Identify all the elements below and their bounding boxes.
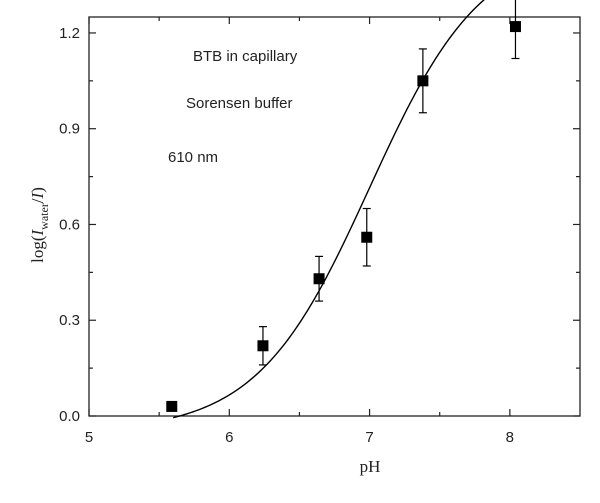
y-tick-label: 1.2: [59, 25, 80, 42]
data-points: [166, 0, 521, 412]
data-point: [361, 231, 373, 243]
annotation-wavelength: 610 nm: [168, 149, 218, 166]
axis-ticks: [88, 17, 580, 417]
y-axis-title-i: I: [28, 229, 47, 237]
y-tick-label: 0.9: [59, 121, 80, 138]
y-axis-title-prefix: log(: [28, 235, 47, 263]
x-axis-title: pH: [360, 457, 381, 476]
data-point: [313, 273, 325, 285]
tick-labels: 5 6 7 8 0.0 0.3 0.6 0.9 1.2: [59, 25, 514, 446]
data-point: [417, 75, 429, 87]
fit-curve: [172, 0, 485, 419]
x-tick-label: 5: [85, 429, 93, 446]
plot-frame: [88, 16, 581, 417]
y-tick-label: 0.0: [59, 408, 80, 425]
x-tick-label: 6: [225, 429, 233, 446]
annotation-buffer: Sorensen buffer: [186, 95, 292, 112]
x-tick-label: 8: [506, 429, 514, 446]
data-point: [166, 400, 178, 412]
y-axis-title-close: ): [28, 187, 47, 193]
data-point: [257, 340, 269, 352]
y-axis-title-i2: I: [28, 191, 47, 199]
y-axis-title-subscript: water: [37, 203, 51, 230]
y-tick-label: 0.3: [59, 312, 80, 329]
data-point: [509, 21, 521, 33]
x-tick-label: 7: [365, 429, 373, 446]
annotation-btb: BTB in capillary: [193, 48, 298, 65]
y-tick-label: 0.6: [59, 216, 80, 233]
y-axis-title-slash: /: [28, 198, 47, 203]
y-axis-title: log(Iwater/I): [28, 187, 51, 263]
